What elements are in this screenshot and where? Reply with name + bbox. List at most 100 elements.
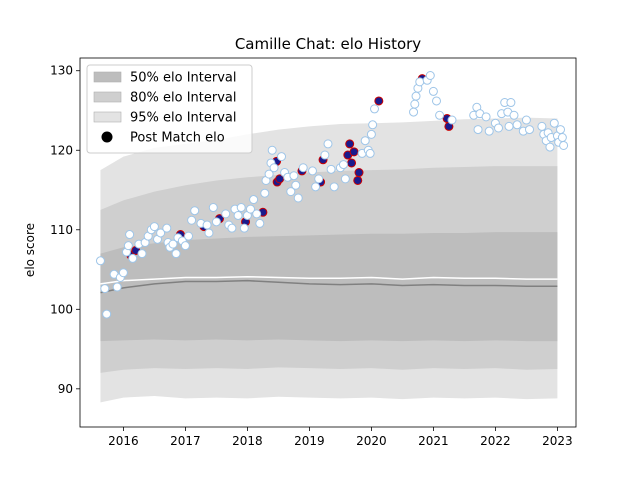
post-match-point-loss <box>525 125 534 135</box>
x-tick-label: 2017 <box>170 434 201 448</box>
post-match-point-loss <box>366 129 376 139</box>
post-match-point-loss <box>156 228 166 238</box>
post-match-point-loss <box>267 145 277 155</box>
post-match-point-loss <box>339 160 348 170</box>
axes-frame <box>79 57 577 428</box>
y-tick-label: 130 <box>50 64 73 78</box>
legend-label: 80% elo Interval <box>130 91 237 106</box>
post-match-point-loss <box>236 203 246 213</box>
post-match-point-loss <box>112 282 122 292</box>
x-tick-label: 2022 <box>480 434 511 448</box>
post-match-point-loss <box>208 203 218 213</box>
post-match-point-loss <box>128 253 138 263</box>
post-match-point-loss <box>180 241 190 251</box>
post-match-point-loss <box>239 223 249 233</box>
post-match-point-loss <box>293 193 303 203</box>
post-match-point-loss <box>125 230 135 240</box>
post-match-point-win <box>347 158 357 168</box>
post-match-point-loss <box>95 256 105 266</box>
legend-swatch <box>93 91 122 103</box>
legend-box <box>86 64 253 154</box>
post-match-point-loss <box>329 182 339 192</box>
x-tick-label: 2018 <box>232 434 263 448</box>
x-tick-label: 2021 <box>418 434 449 448</box>
post-match-point-loss <box>410 99 420 109</box>
post-match-point-loss <box>314 174 324 184</box>
post-match-point-loss <box>249 195 259 205</box>
post-match-point-loss <box>162 223 172 233</box>
post-match-point-loss <box>370 104 379 114</box>
post-match-point-loss <box>494 123 503 133</box>
post-match-point-loss <box>537 121 547 131</box>
post-match-point-loss <box>409 107 419 117</box>
post-match-point-loss <box>428 86 438 96</box>
post-match-point-win <box>349 147 359 157</box>
legend-label: Post Match elo <box>130 131 225 146</box>
post-match-point-loss <box>432 96 441 106</box>
post-match-point-loss <box>323 139 333 149</box>
post-match-point-loss <box>308 166 317 176</box>
post-match-point-loss <box>277 152 286 162</box>
median-elo-line <box>100 279 558 294</box>
legend-swatch <box>93 111 122 123</box>
x-tick-label: 2016 <box>108 434 139 448</box>
post-match-point-loss <box>227 223 237 233</box>
mean-elo-line <box>100 275 558 285</box>
plot-area <box>95 70 569 403</box>
post-match-point-loss <box>504 121 514 131</box>
post-match-point-loss <box>221 209 231 219</box>
legend-marker <box>101 131 113 143</box>
legend-label: 95% elo Interval <box>130 111 237 126</box>
post-match-point-loss <box>549 118 559 128</box>
chart-title: Camille Chat: elo History <box>235 35 421 53</box>
axes: 2016 2017 2018 2019 2020 2021 2022 2023 90 100 110… <box>50 57 577 448</box>
plot-content <box>95 70 569 403</box>
post-match-point-loss <box>269 163 279 173</box>
post-match-point-loss <box>509 110 519 120</box>
post-match-point-loss <box>415 77 425 87</box>
post-match-point-loss <box>447 115 457 125</box>
post-match-point-loss <box>481 112 491 122</box>
post-match-point-loss <box>255 218 265 228</box>
post-match-point-win <box>353 175 363 185</box>
post-match-point-loss <box>340 174 350 184</box>
legend-swatch <box>93 71 122 83</box>
post-match-point-loss <box>204 228 214 238</box>
post-match-point-loss <box>291 180 301 190</box>
post-match-point-loss <box>202 220 212 230</box>
post-match-point-loss <box>557 133 567 143</box>
post-match-point-loss <box>360 136 370 146</box>
post-match-point-loss <box>320 150 330 160</box>
post-match-point-loss <box>286 187 296 197</box>
post-match-point-loss <box>326 164 336 174</box>
post-match-point-loss <box>149 222 159 232</box>
y-tick-label: 120 <box>50 143 73 157</box>
post-match-point-loss <box>311 182 321 192</box>
x-tick-label: 2023 <box>542 434 573 448</box>
y-tick-label: 100 <box>50 302 73 316</box>
post-match-point-loss <box>521 115 531 125</box>
post-match-point-loss <box>246 204 255 214</box>
post-match-point-loss <box>484 126 494 136</box>
post-match-point-loss <box>473 125 483 135</box>
x-tick-label: 2019 <box>294 434 325 448</box>
post-match-point-loss <box>289 171 299 181</box>
post-match-point-loss <box>435 110 445 120</box>
post-match-point-loss <box>556 125 565 135</box>
post-match-point-win <box>345 139 355 149</box>
post-match-point-loss <box>171 249 181 259</box>
legend-label: 50% elo Interval <box>130 71 237 86</box>
post-match-point-loss <box>506 98 516 108</box>
post-match-point-loss <box>184 231 193 241</box>
post-match-point-loss <box>512 120 522 130</box>
post-match-point-loss <box>260 188 270 198</box>
post-match-point-loss <box>233 210 243 220</box>
post-match-point-loss <box>559 140 569 150</box>
post-match-point-loss <box>118 268 128 278</box>
band-50-interval <box>100 232 558 342</box>
post-match-point-loss <box>411 91 421 101</box>
post-match-point-loss <box>102 309 112 319</box>
y-axis-label: elo score <box>23 223 37 277</box>
post-match-point-loss <box>252 209 262 219</box>
